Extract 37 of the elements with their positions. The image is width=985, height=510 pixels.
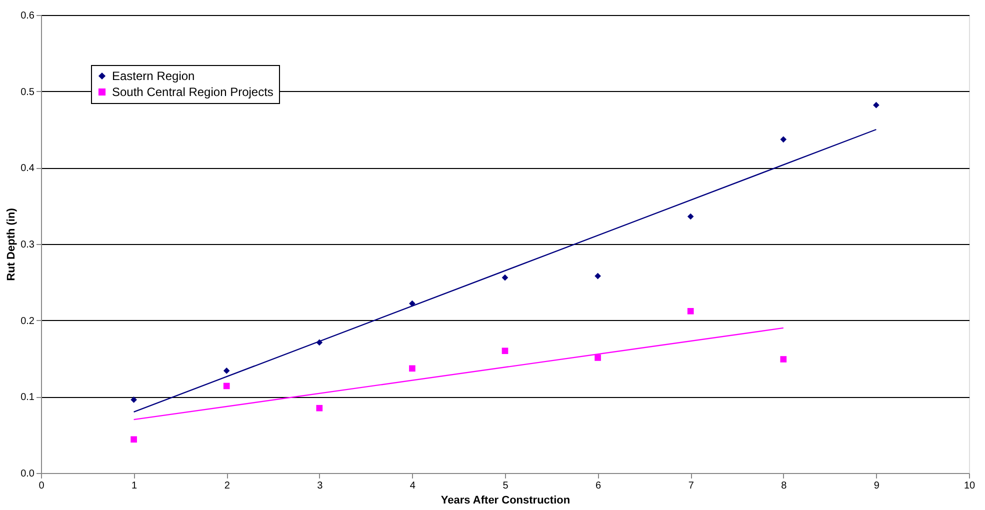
point — [130, 436, 137, 443]
y-tick-label: 0.5 — [20, 86, 35, 98]
x-axis-title: Years After Construction — [440, 494, 570, 506]
point — [687, 213, 694, 220]
point — [409, 365, 416, 372]
point — [223, 382, 230, 390]
x-tick-label: 8 — [781, 480, 788, 492]
legend-label: South Central Region Projects — [112, 85, 274, 99]
x-tick-label: 4 — [410, 480, 416, 492]
point — [316, 404, 323, 412]
x-tick-label: 9 — [874, 480, 880, 492]
y-tick-label: 0.3 — [20, 240, 35, 250]
x-tick-label: 1 — [132, 480, 138, 492]
point — [780, 136, 787, 143]
x-tick-label: 5 — [502, 480, 509, 492]
point — [873, 102, 880, 108]
legend-label: Eastern Region — [112, 69, 195, 83]
y-tick-label: 0.4 — [20, 163, 35, 174]
x-tick-label: 10 — [964, 480, 976, 492]
x-tick-label: 7 — [688, 480, 694, 492]
x-tick-label: 2 — [224, 480, 230, 492]
y-tick-label: 0.0 — [20, 468, 35, 480]
y-tick-label: 0.2 — [20, 316, 35, 327]
point — [687, 308, 694, 314]
y-tick-label: 0.1 — [20, 392, 35, 404]
point — [502, 348, 508, 354]
point — [502, 274, 508, 281]
point — [594, 354, 601, 361]
x-tick-label: 3 — [317, 480, 324, 492]
point — [780, 356, 787, 362]
point — [223, 368, 230, 374]
point — [594, 272, 601, 280]
point — [130, 396, 137, 403]
x-tick-label: 6 — [596, 480, 602, 492]
y-axis-title: Rut Depth (in) — [6, 208, 18, 281]
x-tick-label: 0 — [38, 480, 45, 492]
y-tick-label: 0.6 — [20, 10, 35, 22]
